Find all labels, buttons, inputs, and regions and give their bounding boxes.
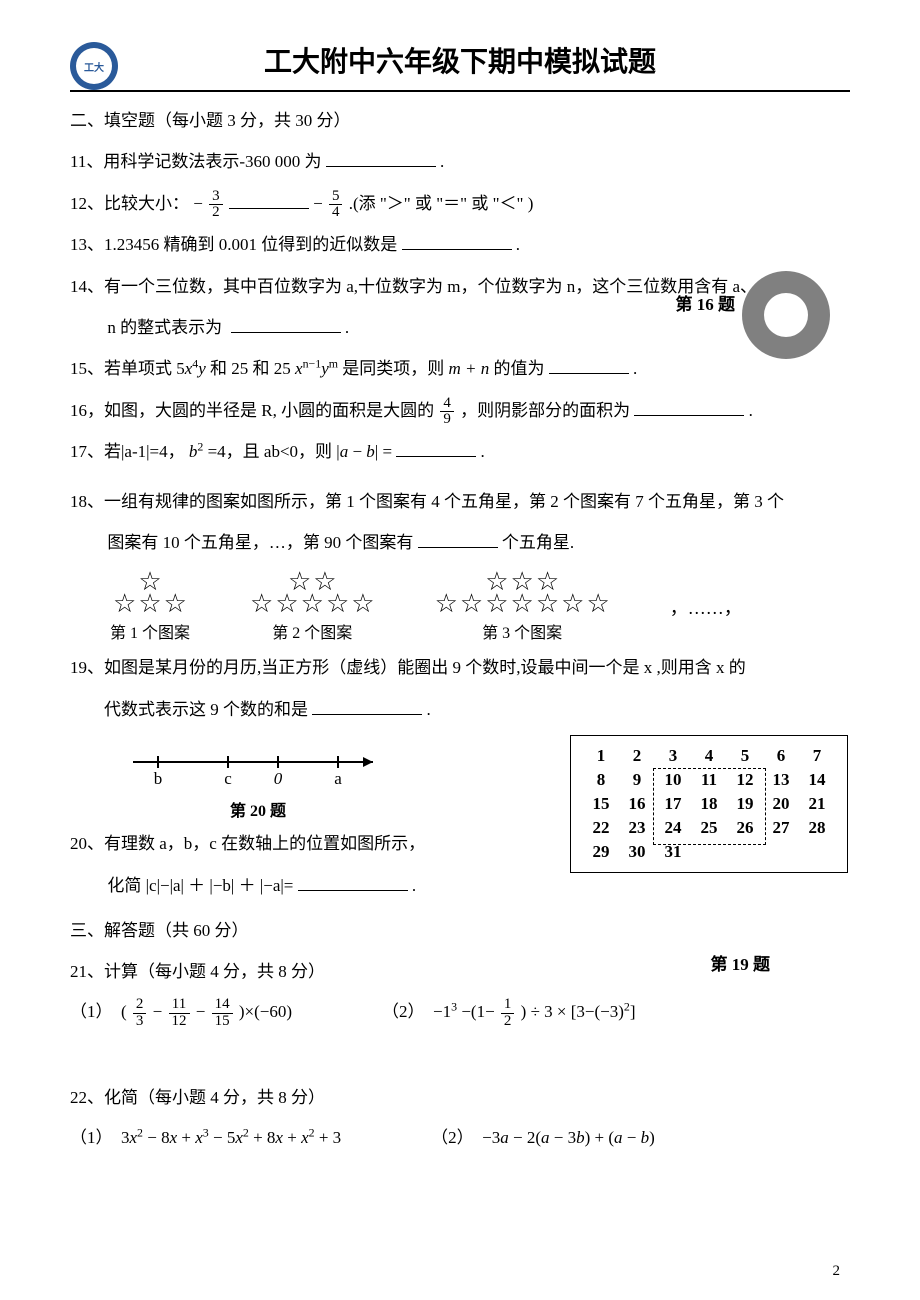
q22-eq2: （2） −3a − 2(a − 3b) + (a − b)	[431, 1123, 655, 1148]
text: ，则阴影部分的面积为	[460, 401, 630, 420]
q11-end: .	[440, 152, 444, 171]
q21-eq2: （2） −13 −(1− 12 ) ÷ 3 × [3−(−3)2]	[382, 997, 636, 1030]
fraction: 49	[440, 396, 454, 429]
page-title: 工大附中六年级下期中模拟试题	[70, 40, 850, 80]
fig16-label: 第 16 题	[676, 290, 736, 315]
question-17: 17、若|a-1|=4， b2 =4，且 ab<0，则 |a − b| = .	[70, 433, 850, 470]
question-16: 16，如图，大圆的半径是 R, 小圆的面积是大圆的 49 ，则阴影部分的面积为 …	[70, 392, 850, 429]
question-22-head: 22、化简（每小题 4 分，共 8 分）	[70, 1079, 850, 1116]
blank	[549, 356, 629, 374]
text: m + n	[449, 359, 490, 378]
q21-eq1: （1） ( 23 − 1112 − 1415 )×(−60)	[70, 997, 292, 1030]
svg-text:a: a	[334, 769, 342, 788]
question-13: 13、1.23456 精确到 0.001 位得到的近似数是 .	[70, 226, 850, 263]
neg: −	[193, 194, 203, 213]
text: =	[382, 442, 392, 461]
text: n 的整式表示为	[107, 318, 222, 337]
text: 图案有 10 个五角星，…，第 90 个图案有	[107, 533, 413, 552]
page-number: 2	[833, 1263, 841, 1280]
header: 工大 工大附中六年级下期中模拟试题	[70, 40, 850, 80]
ellipsis: ，……，	[670, 594, 742, 620]
text: .	[427, 700, 431, 719]
text: 20、有理数 a，b，c 在数轴上的位置如图所示，	[70, 834, 425, 853]
q11-text: 11、用科学记数法表示-360 000 为	[70, 152, 322, 171]
blank	[634, 398, 744, 416]
text: 16，如图，大圆的半径是 R, 小圆的面积是大圆的	[70, 401, 434, 420]
text: 代数式表示这 9 个数的和是	[104, 700, 308, 719]
question-12: 12、比较大小： − 32 − 54 .(添 "＞" 或 "＝" 或 "＜" )	[70, 185, 850, 222]
star-patterns: ☆ ☆☆☆ 第 1 个图案 ☆☆ ☆☆☆☆☆ 第 2 个图案 ☆☆☆ ☆☆☆☆☆…	[110, 571, 850, 643]
blank	[402, 232, 512, 250]
text: .	[345, 318, 349, 337]
text: 的值为	[494, 359, 545, 378]
blank	[312, 697, 422, 715]
fraction: 54	[329, 189, 343, 222]
question-22-eqs: （1） 3x2 − 8x + x3 − 5x2 + 8x + x2 + 3 （2…	[70, 1123, 850, 1148]
op: −	[196, 1002, 210, 1021]
text: 13、1.23456 精确到 0.001 位得到的近似数是	[70, 235, 397, 254]
text: .	[516, 235, 520, 254]
text: .(添 "＞" 或 "＝" 或 "＜" )	[349, 194, 534, 213]
text: 19、如图是某月份的月历,当正方形（虚线）能圈出 9 个数时,设最中间一个是 x…	[70, 658, 746, 677]
pattern-2: ☆☆ ☆☆☆☆☆ 第 2 个图案	[250, 571, 375, 643]
op: −	[153, 1002, 167, 1021]
text: .	[749, 401, 753, 420]
question-18b: 图案有 10 个五角星，…，第 90 个图案有 个五角星.	[70, 524, 850, 561]
text: .	[633, 359, 637, 378]
blank	[418, 530, 498, 548]
label: 第 3 个图案	[435, 619, 610, 643]
pattern-1: ☆ ☆☆☆ 第 1 个图案	[110, 571, 190, 643]
section-2-heading: 二、填空题（每小题 3 分，共 30 分）	[70, 102, 850, 139]
text: 和 25	[210, 359, 248, 378]
text: ]	[630, 1002, 636, 1021]
fraction: 32	[209, 189, 223, 222]
text: 化简 |c|−|a| ＋ |−b| ＋ |−a|=	[107, 876, 293, 895]
question-21-eqs: （1） ( 23 − 1112 − 1415 )×(−60) （2） −13 −…	[70, 997, 850, 1030]
school-logo-icon: 工大	[70, 42, 118, 90]
text: 18、一组有规律的图案如图所示，第 1 个图案有 4 个五角星，第 2 个图案有…	[70, 492, 784, 511]
question-19: 19、如图是某月份的月历,当正方形（虚线）能圈出 9 个数时,设最中间一个是 x…	[70, 649, 850, 686]
question-18: 18、一组有规律的图案如图所示，第 1 个图案有 4 个五角星，第 2 个图案有…	[70, 483, 850, 520]
text: .	[412, 876, 416, 895]
number-line-icon: b c 0 a	[128, 742, 388, 792]
text: −(1−	[461, 1002, 499, 1021]
text: )×(−60)	[239, 1002, 292, 1021]
question-15: 15、若单项式 5x4y 和 25 和 25 xn−1ym 是同类项，则 m +…	[70, 350, 850, 387]
calendar-figure: 1234567 891011121314 15161718192021 2223…	[570, 735, 848, 873]
text: （2） −1	[382, 1002, 451, 1021]
text: =4，且 ab<0，则	[208, 442, 332, 461]
neg: −	[313, 194, 323, 213]
svg-text:b: b	[154, 769, 163, 788]
question-19b: 代数式表示这 9 个数的和是 .	[70, 691, 850, 728]
fig19-label: 第 19 题	[711, 950, 771, 975]
svg-text:0: 0	[274, 769, 283, 788]
fig20-label: 第 20 题	[128, 797, 388, 821]
q22-eq1: （1） 3x2 − 8x + x3 − 5x2 + 8x + x2 + 3	[70, 1123, 341, 1148]
fig16-ring-icon	[736, 265, 836, 370]
blank	[229, 191, 309, 209]
text: .	[481, 442, 485, 461]
text: （1） (	[70, 1002, 127, 1021]
text: 12、比较大小：	[70, 194, 189, 213]
dashed-selection	[653, 768, 766, 845]
text: 个五角星.	[502, 533, 574, 552]
label: 第 2 个图案	[250, 619, 375, 643]
blank	[231, 315, 341, 333]
pattern-3: ☆☆☆ ☆☆☆☆☆☆☆ 第 3 个图案	[435, 571, 610, 643]
text: 是同类项，则	[342, 359, 444, 378]
svg-text:c: c	[224, 769, 232, 788]
blank	[298, 873, 408, 891]
divider	[70, 90, 850, 92]
text: 17、若|a-1|=4，	[70, 442, 185, 461]
text: 15、若单项式 5	[70, 359, 185, 378]
blank	[326, 149, 436, 167]
text: ) ÷ 3 × [3−(−3)	[521, 1002, 624, 1021]
blank	[396, 439, 476, 457]
abs: |a − b|	[336, 442, 378, 461]
label: 第 1 个图案	[110, 619, 190, 643]
section-3-heading: 三、解答题（共 60 分）	[70, 912, 850, 949]
question-11: 11、用科学记数法表示-360 000 为 .	[70, 143, 850, 180]
